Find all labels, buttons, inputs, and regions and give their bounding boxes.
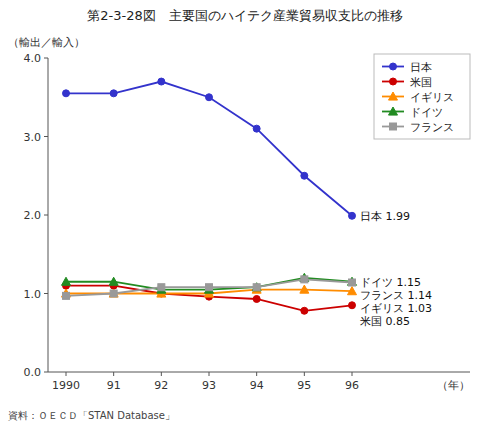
- point: [301, 276, 308, 283]
- point: [349, 302, 356, 309]
- y-tick: [44, 136, 48, 137]
- y-tick-label: 3.0: [24, 131, 42, 144]
- x-axis-label: （年）: [437, 379, 470, 392]
- point: [63, 90, 70, 97]
- title: 第2-3-28図 主要国のハイテク産業貿易収支比の推移: [87, 8, 402, 23]
- legend-marker: [390, 78, 397, 85]
- x-tick: [304, 372, 305, 376]
- point: [300, 285, 309, 293]
- x-tick-label: 96: [345, 379, 359, 392]
- point: [253, 295, 260, 302]
- point: [206, 94, 213, 101]
- x-tick: [352, 372, 353, 376]
- legend-marker: [389, 107, 398, 115]
- y-tick: [44, 215, 48, 216]
- y-axis-label: （輸出／輸入）: [8, 36, 85, 49]
- annotation: フランス 1.14: [360, 289, 432, 302]
- point: [158, 284, 165, 291]
- point: [110, 90, 117, 97]
- chart: 第2-3-28図 主要国のハイテク産業貿易収支比の推移（輸出／輸入） 0.0 1.0…: [0, 0, 490, 429]
- point: [349, 212, 356, 219]
- y-tick: [44, 372, 48, 373]
- point: [158, 78, 165, 85]
- legend-marker: [390, 63, 397, 70]
- x-tick-label: 95: [297, 379, 311, 392]
- series: [62, 273, 357, 293]
- legend-label: 米国: [410, 76, 432, 89]
- point: [348, 277, 357, 285]
- line: [66, 279, 352, 295]
- y-tick-label: 0.0: [24, 366, 42, 379]
- point: [301, 307, 308, 314]
- y-tick: [44, 293, 48, 294]
- point: [109, 289, 118, 297]
- annotation: ドイツ 1.15: [360, 276, 421, 289]
- x-tick-label: 92: [154, 379, 168, 392]
- x-axis-line: [48, 372, 470, 373]
- annotation: 日本 1.99: [360, 210, 410, 223]
- series: [63, 282, 356, 314]
- annotation: イギリス 1.03: [360, 302, 432, 315]
- series: [63, 276, 356, 299]
- annotation: 米国 0.85: [360, 315, 410, 328]
- x-tick-label: 93: [202, 379, 216, 392]
- plot-area: [62, 78, 357, 314]
- point: [253, 125, 260, 132]
- legend-label: ドイツ: [410, 106, 443, 119]
- x-tick-label: 91: [107, 379, 121, 392]
- legend-label: フランス: [410, 121, 454, 134]
- legend-box: [374, 54, 470, 139]
- legend: 日本米国イギリスドイツフランス: [374, 54, 470, 139]
- x-tick-label: 94: [250, 379, 264, 392]
- y-tick-label: 2.0: [24, 209, 42, 222]
- point: [252, 283, 261, 291]
- point: [349, 279, 356, 286]
- y-tick-label: 4.0: [24, 52, 42, 65]
- y-axis-line: [48, 58, 49, 372]
- annotations: 日本 1.99 ドイツ 1.15フランス 1.14イギリス 1.03米国 0.85: [360, 210, 432, 328]
- series: [63, 78, 356, 219]
- legend-label: イギリス: [410, 91, 454, 104]
- x-tick: [113, 372, 114, 376]
- point: [348, 287, 357, 295]
- y-tick: [44, 58, 48, 59]
- x-tick: [66, 372, 67, 376]
- axes: 0.0 1.0 2.0 3.0 4.0 1990 91 92 93 94 95 96: [24, 52, 471, 392]
- source: 資料：ＯＥＣＤ「STAN Database」: [8, 410, 175, 421]
- point: [253, 284, 260, 291]
- point: [62, 277, 71, 285]
- y-tick-label: 1.0: [24, 288, 42, 301]
- point: [109, 277, 118, 285]
- line: [66, 82, 352, 216]
- legend-marker: [390, 123, 397, 130]
- point: [110, 290, 117, 297]
- point: [63, 292, 70, 299]
- point: [301, 172, 308, 179]
- x-tick: [161, 372, 162, 376]
- x-tick-label: 1990: [52, 379, 80, 392]
- legend-label: 日本: [410, 61, 432, 74]
- x-tick: [209, 372, 210, 376]
- point: [206, 284, 213, 291]
- x-tick: [256, 372, 257, 376]
- legend-marker: [389, 92, 398, 100]
